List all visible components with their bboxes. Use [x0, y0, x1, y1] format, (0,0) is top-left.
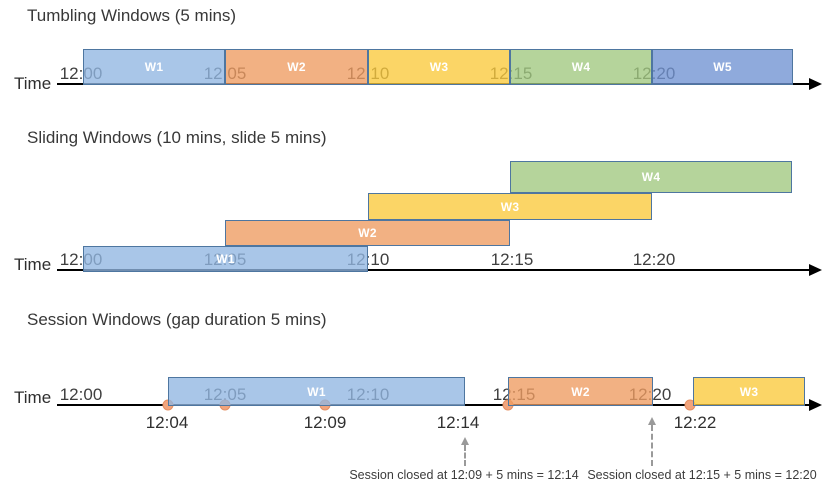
window-bar-label: W4: [571, 60, 591, 74]
window-bar-w3: W3: [368, 193, 652, 220]
window-bar-w5: W5: [652, 49, 793, 85]
session-close-caption: Session closed at 12:09 + 5 mins = 12:14: [349, 468, 579, 482]
time-axis-arrowhead: [809, 78, 822, 90]
time-axis-label: Time: [14, 388, 52, 407]
window-bar-w4: W4: [510, 49, 652, 85]
tick-label: 12:00: [59, 385, 103, 404]
tick-label: 12:20: [632, 250, 676, 269]
window-bar-label: W3: [739, 384, 759, 399]
tick-label: 12:15: [490, 250, 534, 269]
time-axis-label: Time: [14, 74, 52, 93]
session-close-arrowhead: [648, 417, 656, 425]
window-bar-w1: W1: [168, 377, 465, 406]
window-bar-w2: W2: [225, 49, 368, 85]
window-bar-label: W1: [144, 60, 164, 74]
window-bar-label: W1: [216, 252, 235, 266]
event-time-label: 12:04: [145, 413, 189, 432]
section-title-session-windows: Session Windows (gap duration 5 mins): [27, 310, 327, 329]
session-close-arrow: [464, 445, 466, 466]
window-bar-label: W3: [429, 60, 449, 74]
window-bar-w3: W3: [368, 49, 510, 85]
window-bar-w1: W1: [83, 246, 368, 272]
window-bar-w4: W4: [510, 161, 792, 193]
section-title-sliding-windows: Sliding Windows (10 mins, slide 5 mins): [27, 128, 327, 147]
window-bar-label: W4: [641, 170, 661, 184]
time-axis-label: Time: [14, 255, 52, 274]
window-bar-label: W2: [571, 384, 590, 399]
window-bar-label: W2: [358, 226, 377, 240]
time-axis-line: [57, 269, 810, 271]
time-axis-arrowhead: [809, 264, 822, 276]
session-close-caption: Session closed at 12:15 + 5 mins = 12:20: [587, 468, 817, 482]
event-time-label: 12:14: [436, 413, 480, 432]
section-title-tumbling-windows: Tumbling Windows (5 mins): [27, 6, 237, 25]
time-axis-arrowhead: [809, 399, 822, 411]
session-close-arrow: [651, 425, 653, 466]
session-close-arrowhead: [461, 437, 469, 445]
window-bar-label: W5: [713, 60, 732, 74]
window-bar-w2: W2: [508, 377, 653, 406]
window-bar-label: W1: [307, 384, 326, 399]
window-bar-w3: W3: [693, 377, 805, 406]
event-time-label: 12:09: [303, 413, 347, 432]
window-bar-label: W3: [500, 199, 520, 214]
event-time-label: 12:22: [673, 413, 717, 432]
window-bar-label: W2: [287, 60, 306, 74]
window-bar-w1: W1: [83, 49, 225, 85]
window-bar-w2: W2: [225, 220, 510, 246]
